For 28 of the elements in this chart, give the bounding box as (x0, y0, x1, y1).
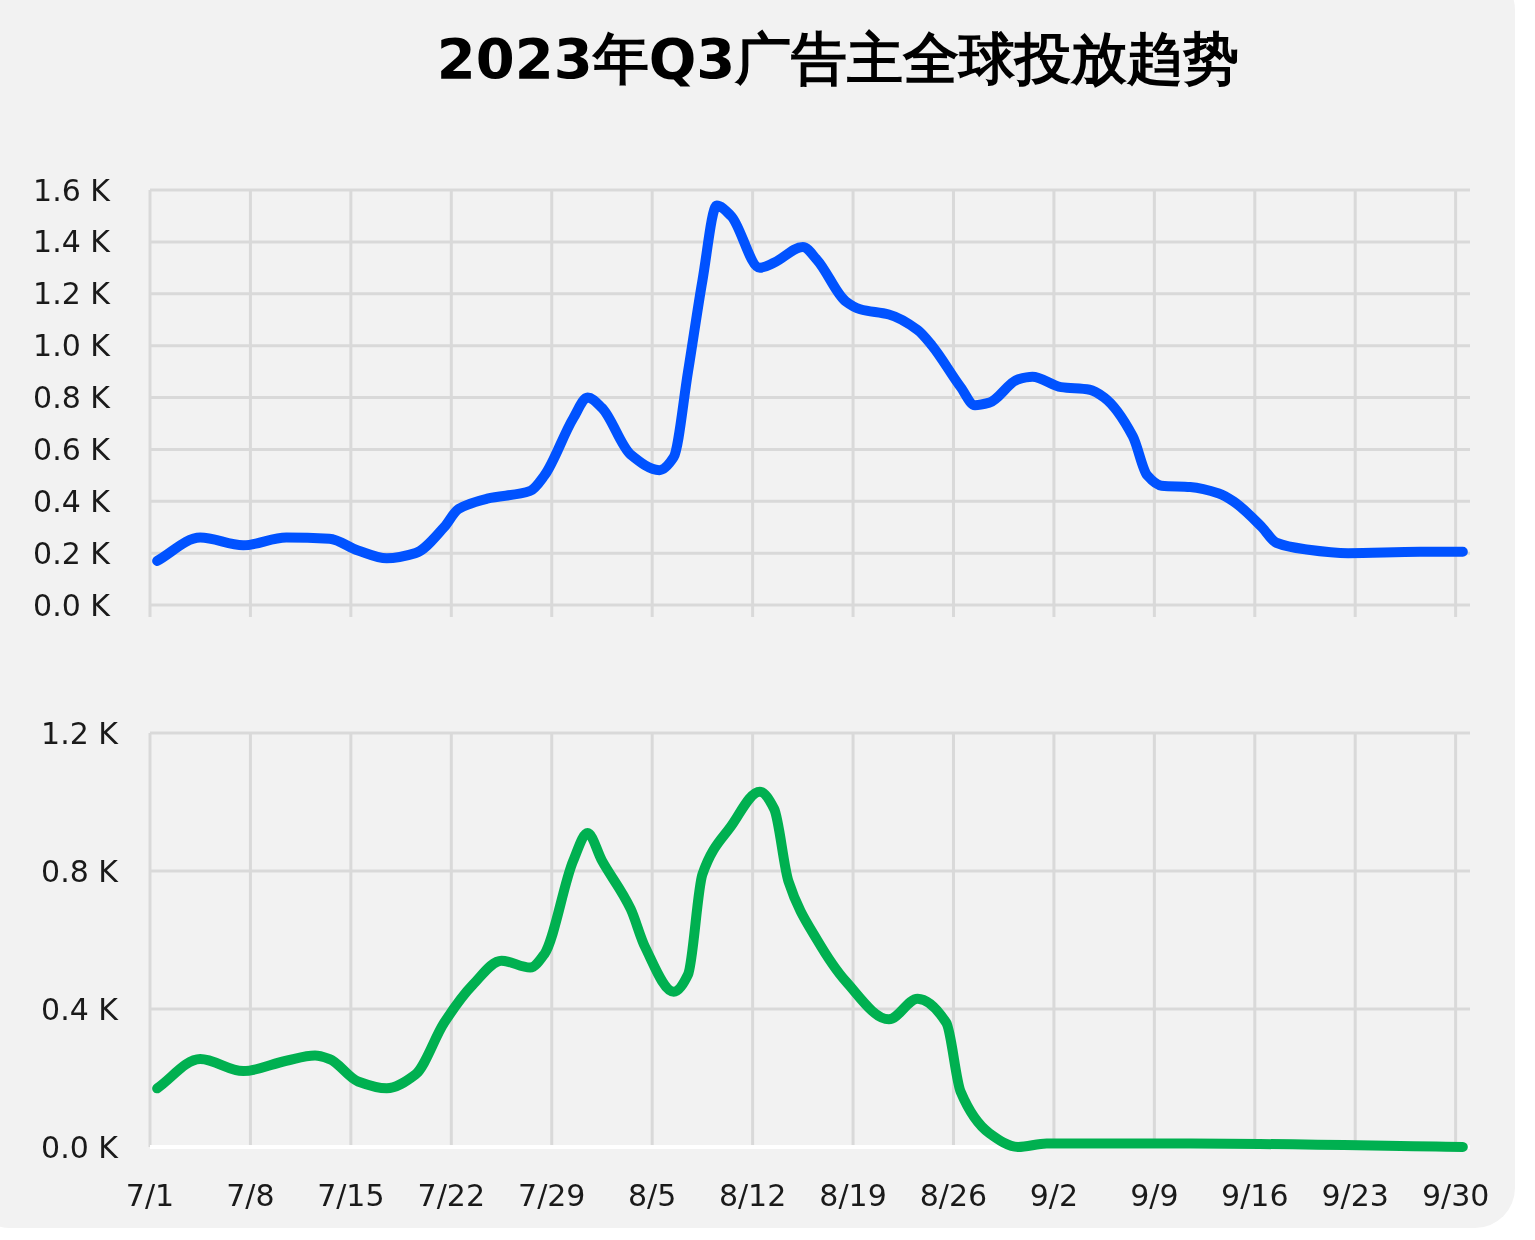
y-tick-label: 0.0 K (41, 1129, 120, 1165)
x-tick-label: 8/19 (819, 1177, 887, 1213)
y-tick-label: 0.6 K (33, 431, 112, 467)
x-tick-label: 9/16 (1221, 1177, 1289, 1213)
x-tick-label: 9/9 (1130, 1177, 1179, 1213)
x-tick-label: 7/22 (417, 1177, 485, 1213)
x-tick-label: 7/8 (226, 1177, 275, 1213)
x-tick-label: 9/30 (1421, 1177, 1490, 1213)
y-tick-label: 1.0 K (33, 328, 112, 364)
x-tick-label: 7/29 (518, 1177, 586, 1213)
y-tick-label: 1.4 K (33, 224, 112, 260)
y-tick-label: 0.8 K (41, 853, 120, 889)
x-tick-label: 8/5 (628, 1177, 677, 1213)
y-tick-label: 1.2 K (41, 715, 120, 751)
x-tick-label: 8/12 (718, 1177, 787, 1213)
y-tick-label: 0.4 K (41, 991, 120, 1027)
y-tick-label: 1.6 K (33, 172, 112, 208)
x-tick-label: 9/2 (1029, 1177, 1079, 1213)
x-tick-label: 8/26 (919, 1177, 988, 1213)
y-tick-label: 0.0 K (33, 587, 112, 623)
x-tick-label: 7/15 (317, 1177, 385, 1213)
y-tick-label: 1.2 K (33, 276, 112, 312)
y-tick-label: 0.8 K (33, 380, 112, 415)
y-tick-label: 0.2 K (33, 535, 112, 571)
x-tick-label: 9/23 (1321, 1177, 1389, 1213)
chart-title: 2023年Q3广告主全球投放趋势 (436, 25, 1240, 91)
y-tick-label: 0.4 K (33, 483, 112, 519)
x-tick-label: 7/1 (125, 1177, 175, 1213)
